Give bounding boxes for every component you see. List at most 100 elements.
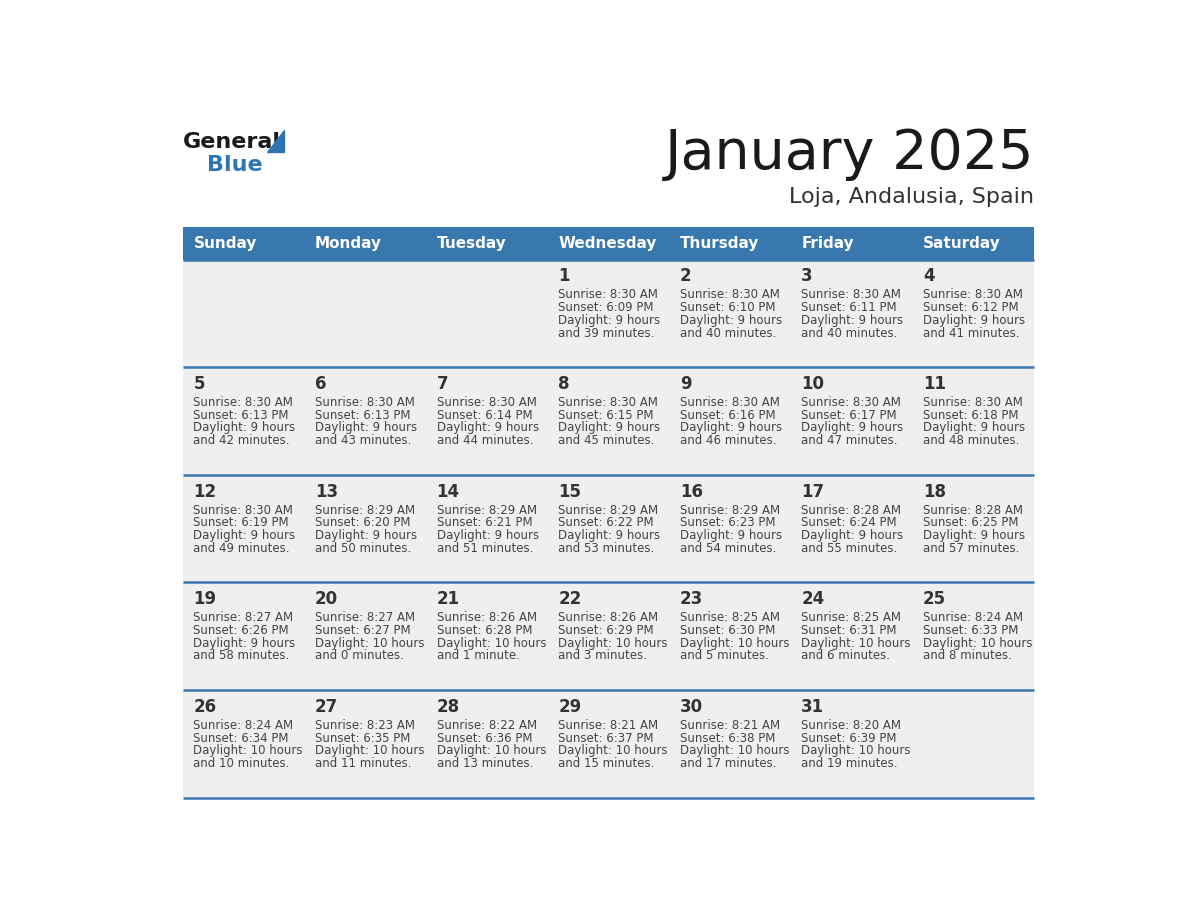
- Bar: [183, 227, 305, 260]
- Text: 15: 15: [558, 483, 581, 500]
- Text: and 55 minutes.: and 55 minutes.: [801, 542, 897, 554]
- Text: Daylight: 10 hours: Daylight: 10 hours: [436, 744, 546, 757]
- Text: 20: 20: [315, 590, 339, 609]
- Text: Sunrise: 8:29 AM: Sunrise: 8:29 AM: [436, 504, 537, 517]
- Text: and 8 minutes.: and 8 minutes.: [923, 649, 1012, 663]
- Text: Sunset: 6:28 PM: Sunset: 6:28 PM: [436, 624, 532, 637]
- Text: 27: 27: [315, 698, 339, 716]
- Text: and 15 minutes.: and 15 minutes.: [558, 757, 655, 770]
- Text: Sunset: 6:26 PM: Sunset: 6:26 PM: [194, 624, 289, 637]
- Text: Sunrise: 8:30 AM: Sunrise: 8:30 AM: [923, 288, 1023, 301]
- Text: Daylight: 9 hours: Daylight: 9 hours: [558, 529, 661, 543]
- Text: Daylight: 9 hours: Daylight: 9 hours: [680, 314, 782, 327]
- Text: Sunset: 6:18 PM: Sunset: 6:18 PM: [923, 409, 1018, 421]
- Text: Daylight: 9 hours: Daylight: 9 hours: [315, 421, 417, 434]
- Bar: [183, 367, 1035, 475]
- Text: Daylight: 10 hours: Daylight: 10 hours: [680, 637, 789, 650]
- Text: Sunrise: 8:30 AM: Sunrise: 8:30 AM: [194, 504, 293, 517]
- Bar: [670, 227, 791, 260]
- Text: Daylight: 9 hours: Daylight: 9 hours: [923, 314, 1025, 327]
- Bar: [183, 690, 1035, 798]
- Text: and 53 minutes.: and 53 minutes.: [558, 542, 655, 554]
- Text: Sunrise: 8:30 AM: Sunrise: 8:30 AM: [801, 396, 902, 409]
- Text: and 54 minutes.: and 54 minutes.: [680, 542, 776, 554]
- Text: Sunset: 6:29 PM: Sunset: 6:29 PM: [558, 624, 653, 637]
- Text: and 40 minutes.: and 40 minutes.: [680, 327, 776, 340]
- Text: Sunrise: 8:27 AM: Sunrise: 8:27 AM: [194, 611, 293, 624]
- Text: and 48 minutes.: and 48 minutes.: [923, 434, 1019, 447]
- Text: Sunrise: 8:29 AM: Sunrise: 8:29 AM: [315, 504, 415, 517]
- Text: 5: 5: [194, 375, 206, 393]
- Text: Daylight: 9 hours: Daylight: 9 hours: [801, 529, 903, 543]
- Text: and 17 minutes.: and 17 minutes.: [680, 757, 776, 770]
- Text: Sunset: 6:34 PM: Sunset: 6:34 PM: [194, 732, 289, 744]
- Text: Sunrise: 8:26 AM: Sunrise: 8:26 AM: [436, 611, 537, 624]
- Text: Tuesday: Tuesday: [436, 236, 506, 251]
- Text: Sunrise: 8:30 AM: Sunrise: 8:30 AM: [315, 396, 415, 409]
- Text: Sunset: 6:19 PM: Sunset: 6:19 PM: [194, 517, 289, 530]
- Text: Daylight: 10 hours: Daylight: 10 hours: [315, 744, 424, 757]
- Text: 29: 29: [558, 698, 581, 716]
- Text: Sunset: 6:37 PM: Sunset: 6:37 PM: [558, 732, 653, 744]
- Text: Daylight: 9 hours: Daylight: 9 hours: [194, 421, 296, 434]
- Text: Daylight: 9 hours: Daylight: 9 hours: [801, 421, 903, 434]
- Text: 6: 6: [315, 375, 327, 393]
- Text: and 19 minutes.: and 19 minutes.: [801, 757, 898, 770]
- Text: Sunset: 6:14 PM: Sunset: 6:14 PM: [436, 409, 532, 421]
- Bar: [426, 227, 548, 260]
- Text: and 46 minutes.: and 46 minutes.: [680, 434, 776, 447]
- Text: Sunset: 6:24 PM: Sunset: 6:24 PM: [801, 517, 897, 530]
- Text: Daylight: 9 hours: Daylight: 9 hours: [315, 529, 417, 543]
- Text: Sunrise: 8:30 AM: Sunrise: 8:30 AM: [558, 396, 658, 409]
- Text: Daylight: 10 hours: Daylight: 10 hours: [801, 637, 911, 650]
- Text: Sunset: 6:31 PM: Sunset: 6:31 PM: [801, 624, 897, 637]
- Text: 24: 24: [801, 590, 824, 609]
- Text: and 41 minutes.: and 41 minutes.: [923, 327, 1019, 340]
- Text: Sunset: 6:21 PM: Sunset: 6:21 PM: [436, 517, 532, 530]
- Text: Daylight: 9 hours: Daylight: 9 hours: [680, 529, 782, 543]
- Text: Daylight: 9 hours: Daylight: 9 hours: [436, 529, 538, 543]
- Text: Sunset: 6:33 PM: Sunset: 6:33 PM: [923, 624, 1018, 637]
- Text: Loja, Andalusia, Spain: Loja, Andalusia, Spain: [789, 187, 1035, 207]
- Bar: [548, 227, 670, 260]
- Text: Sunset: 6:09 PM: Sunset: 6:09 PM: [558, 301, 653, 314]
- Bar: [912, 227, 1035, 260]
- Text: 25: 25: [923, 590, 946, 609]
- Text: Saturday: Saturday: [923, 236, 1000, 251]
- Text: Sunrise: 8:30 AM: Sunrise: 8:30 AM: [680, 396, 779, 409]
- Text: and 11 minutes.: and 11 minutes.: [315, 757, 411, 770]
- Text: Sunset: 6:15 PM: Sunset: 6:15 PM: [558, 409, 653, 421]
- Text: Sunset: 6:10 PM: Sunset: 6:10 PM: [680, 301, 776, 314]
- Text: Sunrise: 8:21 AM: Sunrise: 8:21 AM: [558, 719, 658, 732]
- Text: 16: 16: [680, 483, 703, 500]
- Text: Sunset: 6:30 PM: Sunset: 6:30 PM: [680, 624, 775, 637]
- Bar: [791, 227, 912, 260]
- Text: Sunset: 6:13 PM: Sunset: 6:13 PM: [194, 409, 289, 421]
- Text: 13: 13: [315, 483, 339, 500]
- Text: Daylight: 9 hours: Daylight: 9 hours: [558, 421, 661, 434]
- Text: Sunrise: 8:28 AM: Sunrise: 8:28 AM: [923, 504, 1023, 517]
- Text: Sunrise: 8:28 AM: Sunrise: 8:28 AM: [801, 504, 902, 517]
- Text: Sunset: 6:27 PM: Sunset: 6:27 PM: [315, 624, 411, 637]
- Text: Daylight: 9 hours: Daylight: 9 hours: [923, 529, 1025, 543]
- Text: Sunrise: 8:27 AM: Sunrise: 8:27 AM: [315, 611, 415, 624]
- Text: Blue: Blue: [207, 155, 263, 174]
- Text: and 3 minutes.: and 3 minutes.: [558, 649, 647, 663]
- Text: Sunset: 6:25 PM: Sunset: 6:25 PM: [923, 517, 1018, 530]
- Text: Daylight: 9 hours: Daylight: 9 hours: [194, 529, 296, 543]
- Text: Daylight: 9 hours: Daylight: 9 hours: [801, 314, 903, 327]
- Text: Daylight: 10 hours: Daylight: 10 hours: [923, 637, 1032, 650]
- Text: and 42 minutes.: and 42 minutes.: [194, 434, 290, 447]
- Text: Daylight: 10 hours: Daylight: 10 hours: [315, 637, 424, 650]
- Bar: [183, 583, 1035, 690]
- Text: and 49 minutes.: and 49 minutes.: [194, 542, 290, 554]
- Text: Sunset: 6:35 PM: Sunset: 6:35 PM: [315, 732, 410, 744]
- Text: Sunrise: 8:26 AM: Sunrise: 8:26 AM: [558, 611, 658, 624]
- Text: 7: 7: [436, 375, 448, 393]
- Text: and 6 minutes.: and 6 minutes.: [801, 649, 890, 663]
- Text: 10: 10: [801, 375, 824, 393]
- Text: and 1 minute.: and 1 minute.: [436, 649, 519, 663]
- Text: Sunset: 6:12 PM: Sunset: 6:12 PM: [923, 301, 1018, 314]
- Text: Thursday: Thursday: [680, 236, 759, 251]
- Text: Sunday: Sunday: [194, 236, 257, 251]
